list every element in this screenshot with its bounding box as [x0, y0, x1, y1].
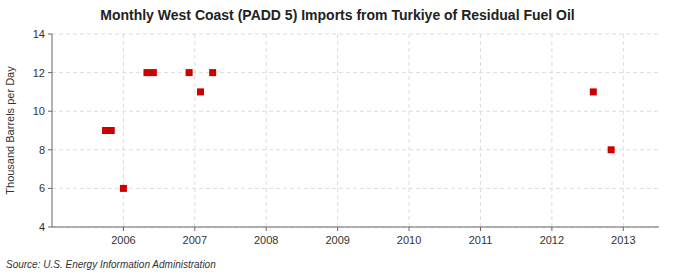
x-tick-label: 2010 [397, 234, 421, 246]
x-tick-label: 2011 [469, 234, 493, 246]
y-tick [48, 227, 52, 228]
grid-line-x [409, 34, 410, 227]
grid-line-x [623, 34, 624, 227]
grid [52, 34, 659, 227]
y-tick-label: 10 [33, 105, 45, 117]
grid-line-x [266, 34, 267, 227]
y-tick-label: 12 [33, 67, 45, 79]
x-tick-label: 2006 [111, 234, 135, 246]
chart: 2006 2007 2008 2009 2010 2011 2012 2013 4 6 8 10 12 1… [0, 0, 675, 275]
point [209, 69, 216, 76]
x-tick [409, 227, 410, 231]
x-tick-label: 2009 [325, 234, 349, 246]
grid-line-y [52, 188, 659, 189]
x-tick [194, 227, 195, 231]
x-tick [123, 227, 124, 231]
grid-line-x [337, 34, 338, 227]
grid-line-x [551, 34, 552, 227]
point [590, 88, 597, 95]
grid-line-y [52, 72, 659, 73]
y-tick-label: 4 [39, 221, 45, 233]
y-tick [48, 34, 52, 35]
x-tick-label: 2012 [540, 234, 564, 246]
points [102, 69, 615, 192]
point [143, 69, 150, 76]
y-tick [48, 188, 52, 189]
y-tick-label: 14 [33, 28, 45, 40]
point [186, 69, 193, 76]
grid-line-x [480, 34, 481, 227]
x-tick-label: 2013 [611, 234, 635, 246]
grid-line-y [52, 111, 659, 112]
x-axis-line [52, 227, 659, 228]
title: Monthly West Coast (PADD 5) Imports from… [100, 7, 575, 23]
point [608, 146, 615, 153]
y-tick [48, 149, 52, 150]
y-tick-label: 6 [39, 182, 45, 194]
chart-container: 2006 2007 2008 2009 2010 2011 2012 2013 4 6 8 10 12 1… [0, 0, 675, 275]
grid-line-x [194, 34, 195, 227]
y-tick [48, 111, 52, 112]
point [197, 88, 204, 95]
x-tick [551, 227, 552, 231]
x-tick [337, 227, 338, 231]
x-tick [623, 227, 624, 231]
y-axis-line [52, 34, 53, 227]
y-tick [48, 72, 52, 73]
grid-line-y [52, 34, 659, 35]
x-tick [266, 227, 267, 231]
x-tick-label: 2008 [254, 234, 278, 246]
point [108, 127, 115, 134]
ticks: 2006 2007 2008 2009 2010 2011 2012 2013 4 6 8 10 12 1… [33, 28, 636, 246]
point [150, 69, 157, 76]
point [120, 185, 127, 192]
grid-line-x [123, 34, 124, 227]
x-tick-label: 2007 [183, 234, 207, 246]
y-tick-label: 8 [39, 144, 45, 156]
grid-line-y [52, 227, 659, 228]
grid-line-y [52, 149, 659, 150]
x-tick [480, 227, 481, 231]
source: Source: U.S. Energy Information Administ… [6, 259, 216, 270]
y-axis-label: Thousand Barrels per Day [4, 66, 16, 195]
